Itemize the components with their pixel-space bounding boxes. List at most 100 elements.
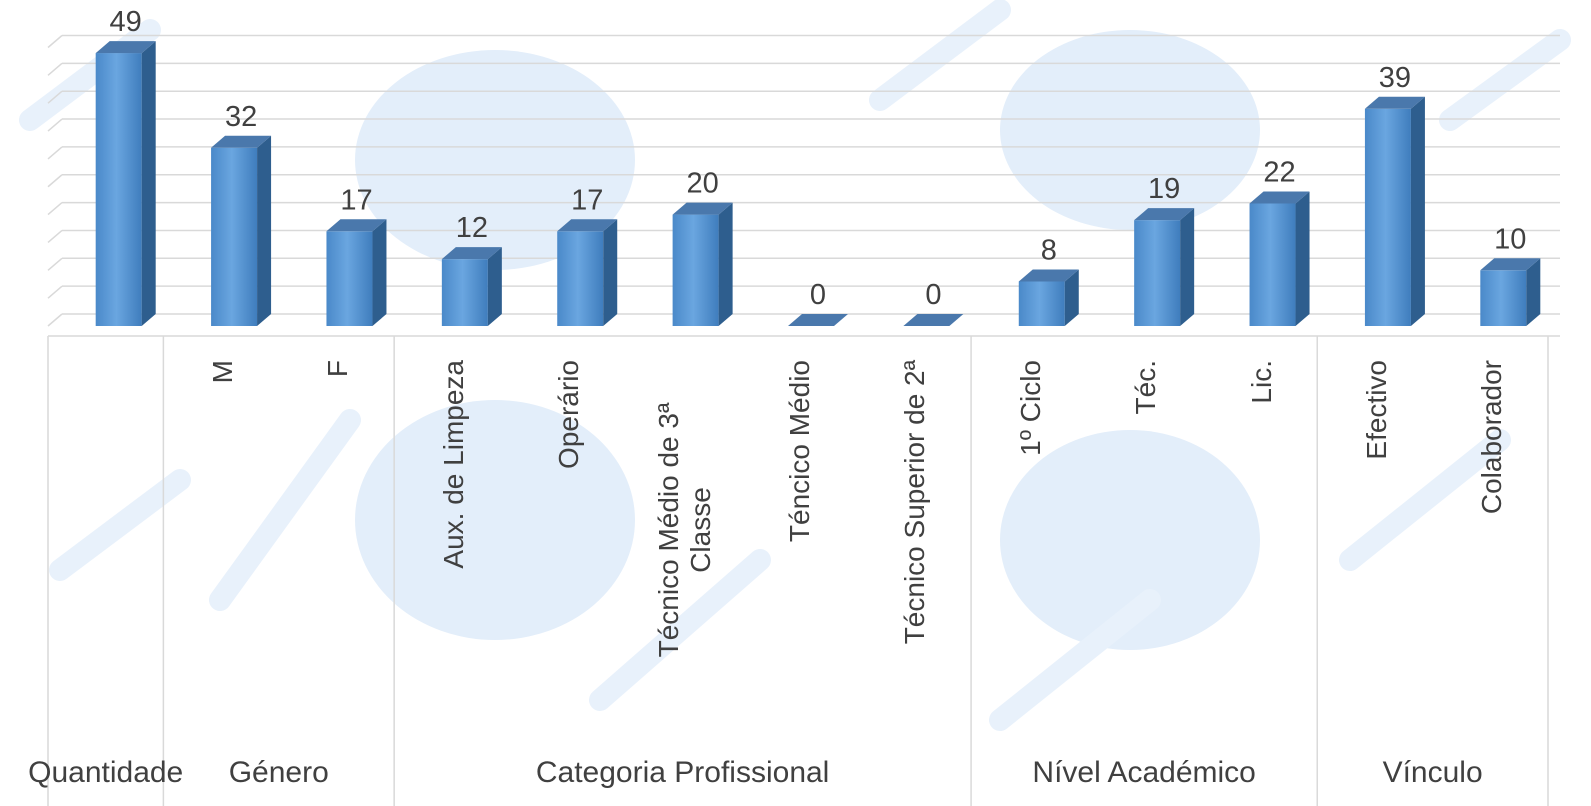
background-decoration [355, 30, 1260, 650]
value-label: 20 [686, 168, 718, 200]
bar-front [1480, 270, 1527, 326]
x-tick-label: Aux. de Limpeza [438, 360, 470, 740]
grid-line-side [47, 257, 63, 271]
bar-top [211, 135, 272, 148]
bar-side [1526, 258, 1541, 326]
x-tick-label-text: F [322, 360, 354, 378]
grid-line-side [47, 118, 63, 132]
group-label-text: Género [228, 756, 329, 789]
group-label-text: Categoria Profissional [535, 756, 830, 789]
bar [1018, 269, 1079, 326]
x-tick-label: M [207, 360, 239, 740]
bar [211, 135, 272, 326]
bar-side [1295, 191, 1310, 326]
x-tick-label: Operário [553, 360, 585, 740]
x-tick-label: Técnico Superior de 2ª [899, 360, 931, 740]
group-label: Género [229, 756, 329, 790]
bar-top [441, 247, 502, 260]
x-tick-label-text: Operário [553, 360, 585, 469]
grid-line-side [47, 202, 63, 216]
bar-side [1410, 96, 1425, 327]
bar-front [672, 214, 719, 326]
x-tick-label: Téncico Médio [784, 360, 816, 740]
value-label: 17 [340, 184, 372, 216]
value-label: 8 [1041, 234, 1057, 266]
bar-side [141, 41, 156, 326]
x-tick-label: Téc. [1130, 360, 1162, 740]
x-tick-label: Técnico Médio de 3ª Classe [653, 360, 717, 740]
bar [1249, 191, 1310, 326]
bar-front [211, 147, 258, 326]
bar [1480, 258, 1541, 326]
bar-top [1364, 96, 1425, 109]
bar-front [1364, 108, 1411, 327]
x-tick-label-text: Téc. [1130, 360, 1162, 415]
grid-line-side [47, 174, 63, 188]
value-label: 12 [456, 212, 488, 244]
bar-side [1180, 208, 1195, 326]
value-label: 32 [225, 101, 257, 133]
bar [788, 314, 848, 326]
group-label-text: Vínculo [1382, 756, 1483, 789]
bar [326, 219, 387, 326]
x-tick-label-text: Colaborador [1476, 360, 1508, 515]
bar-top [326, 219, 387, 232]
bar [441, 247, 502, 326]
bar-front [1134, 220, 1181, 326]
bar-top [788, 314, 848, 326]
group-label-text: Nível Académico [1032, 756, 1256, 789]
value-label: 49 [110, 6, 142, 38]
group-label: Quantidade [28, 756, 183, 790]
bar-front [326, 231, 373, 326]
bar [1364, 96, 1425, 327]
x-tick-label-text: Técnico Superior de 2ª [899, 360, 931, 645]
bar-top [95, 41, 156, 54]
grid-line-side [47, 229, 63, 244]
x-tick-label-text: Efectivo [1360, 360, 1392, 460]
value-label: 17 [571, 184, 603, 216]
x-tick-label-text: Téncico Médio [784, 360, 815, 543]
grid-line-side [47, 146, 63, 160]
bar-side [603, 219, 618, 326]
bar-front [1018, 281, 1065, 326]
x-tick-label: Efectivo [1361, 360, 1393, 740]
bar [557, 219, 618, 326]
grid-line-side [47, 90, 63, 104]
x-tick-label: Colaborador [1476, 360, 1508, 740]
bar-side [718, 202, 733, 326]
x-tick-label-text: M [207, 360, 239, 384]
x-tick-label: F [322, 360, 354, 740]
x-tick-label-text: Lic. [1245, 360, 1277, 404]
value-label: 0 [925, 279, 941, 311]
bar-top [1134, 208, 1195, 221]
grid-line-side [47, 313, 63, 327]
bar-front [441, 259, 488, 326]
bar [95, 41, 156, 326]
grid-line-side [47, 62, 63, 76]
group-label: Categoria Profissional [536, 756, 829, 790]
value-label: 39 [1379, 62, 1411, 94]
bar-front [1249, 203, 1296, 326]
group-label-text: Quantidade [28, 756, 184, 789]
bar-top [1018, 269, 1079, 282]
background-strokes [19, 0, 1571, 731]
x-tick-label-text: 1º Ciclo [1014, 360, 1046, 456]
x-tick-label-text: Aux. de Limpeza [437, 360, 469, 569]
value-label: 10 [1494, 223, 1526, 255]
grid-line-side [47, 285, 63, 299]
bar-top [903, 314, 964, 326]
bar-side [487, 247, 502, 326]
x-tick-label: Lic. [1246, 360, 1278, 740]
value-label: 19 [1148, 173, 1180, 205]
bar-front [557, 231, 604, 326]
bar-top [557, 219, 618, 232]
grid-line-side [47, 34, 63, 49]
value-label: 0 [810, 279, 826, 311]
x-tick-label-text: Técnico Médio de 3ª Classe [652, 402, 716, 658]
bar-side [257, 135, 272, 326]
group-label: Nível Académico [1032, 756, 1255, 790]
bar-side [372, 219, 387, 326]
bar-top [1480, 258, 1541, 271]
